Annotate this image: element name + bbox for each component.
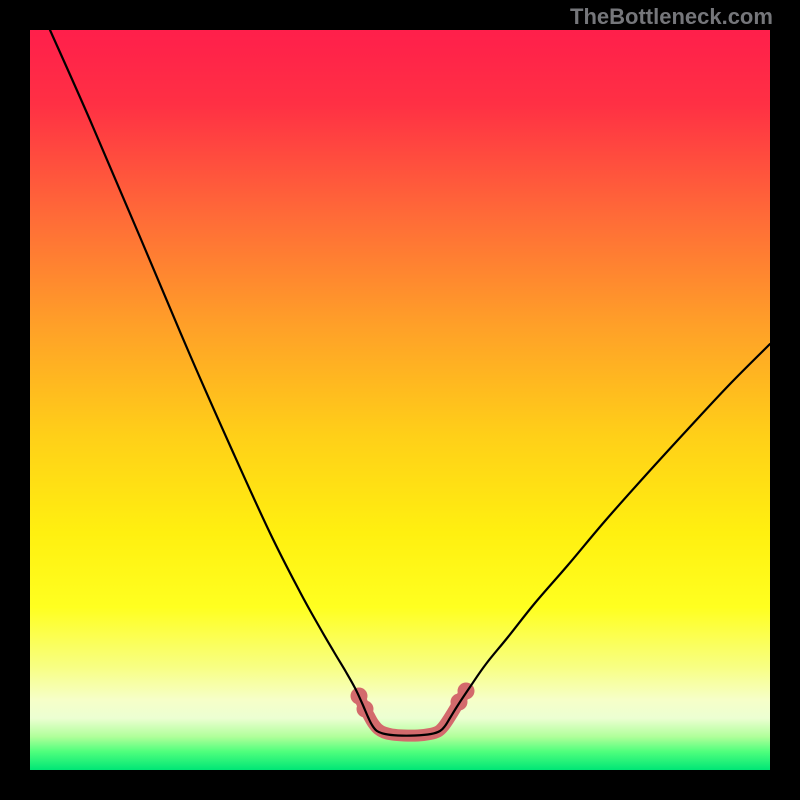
bottleneck-chart: [0, 0, 800, 800]
watermark-text: TheBottleneck.com: [570, 4, 773, 30]
gradient-background: [30, 30, 770, 770]
